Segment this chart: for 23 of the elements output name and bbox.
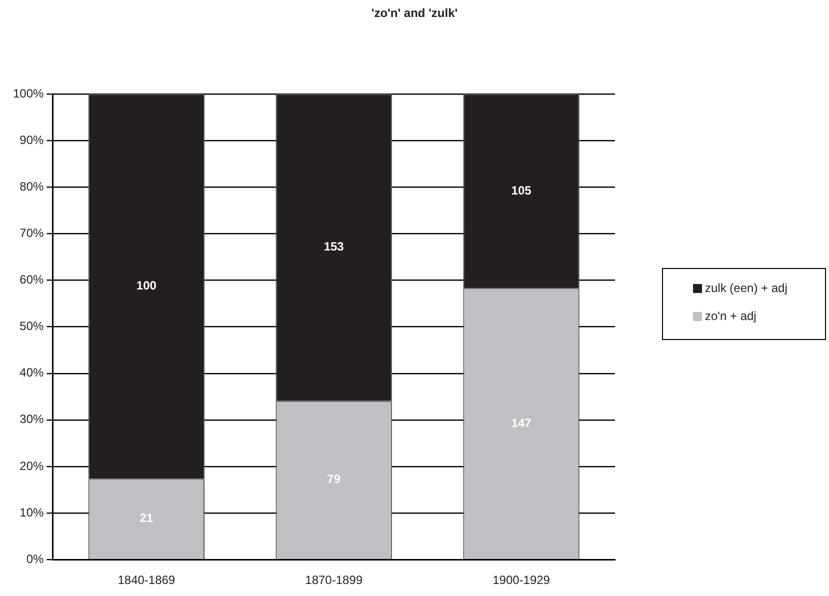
- x-tick-label: 1900-1929: [492, 573, 550, 588]
- legend-label: zo'n + adj: [705, 309, 756, 323]
- annotation: 147: [511, 416, 532, 430]
- legend-label: zulk (een) + adj: [705, 281, 788, 295]
- y-tick-label: 90%: [20, 132, 44, 147]
- annotation: 21: [140, 511, 154, 526]
- y-tick-label: 10%: [20, 505, 44, 520]
- y-tick-label: 100%: [12, 86, 44, 100]
- y-tick-label: 0%: [26, 552, 44, 566]
- y-tick-label: 20%: [20, 458, 44, 473]
- x-tick-label: 1870-1899: [305, 573, 363, 588]
- annotation: 153: [324, 240, 344, 254]
- y-tick-label: 30%: [20, 412, 44, 426]
- annotation: 105: [511, 183, 532, 198]
- chart-title: 'zo'n' and 'zulk': [370, 6, 459, 20]
- y-tick-label: 50%: [20, 319, 44, 334]
- x-tick-label: 1840-1869: [118, 573, 176, 588]
- annotation: 100: [136, 278, 157, 293]
- y-tick-label: 80%: [20, 179, 44, 194]
- y-tick-label: 70%: [20, 226, 44, 240]
- annotation: 79: [327, 472, 341, 486]
- y-tick-label: 40%: [20, 366, 44, 380]
- y-tick-label: 60%: [20, 272, 44, 287]
